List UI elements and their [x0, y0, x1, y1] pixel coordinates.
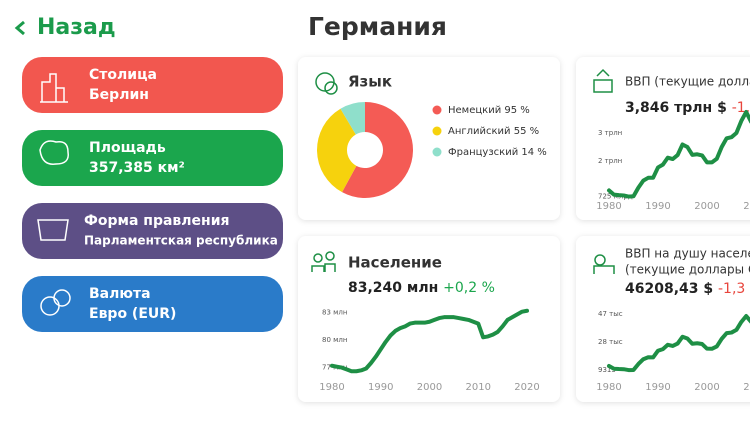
info-value: Евро (EUR): [89, 306, 176, 322]
x-tick-label: 2010: [743, 382, 750, 393]
back-arrow[interactable]: [14, 20, 25, 36]
info-value: 357,385 км²: [89, 160, 185, 176]
pie-slice: [340, 102, 365, 135]
legend-value: 14 %: [521, 147, 546, 158]
value: 83,240 млн: [348, 280, 438, 296]
x-tick-label: 1990: [645, 201, 670, 212]
legend-dot: [432, 105, 442, 115]
legend-label: Английский: [448, 126, 511, 137]
x-tick-label: 1990: [368, 382, 393, 393]
y-tick-label: 80 млн: [322, 336, 347, 344]
x-tick-label: 2000: [417, 382, 442, 393]
x-tick-label: 2010: [743, 201, 750, 212]
card-icons: [311, 68, 615, 274]
y-tick-label: 3 трлн: [598, 129, 622, 137]
back-button[interactable]: Назад: [37, 15, 116, 40]
info-label: Площадь: [89, 140, 166, 156]
card-title: ВВП (текущие долла: [625, 75, 750, 89]
legend-dot: [432, 147, 442, 157]
info-value: Берлин: [89, 87, 149, 103]
info-label: Столица: [89, 67, 157, 83]
page-title: Германия: [308, 12, 447, 41]
legend-value: 95 %: [504, 105, 529, 116]
card-title: Население: [348, 254, 442, 272]
x-tick-label: 1980: [596, 382, 621, 393]
pie-slice: [317, 108, 357, 193]
card-title: Язык: [348, 73, 392, 91]
value: 3,846 трлн $: [625, 100, 727, 116]
x-tick-label: 2000: [694, 201, 719, 212]
card-title: ВВП на душу населе: [625, 247, 750, 261]
card-value: 3,846 трлн $ -1,1: [625, 100, 750, 116]
x-tick-label: 1980: [319, 382, 344, 393]
legend-label: Французский: [448, 147, 518, 158]
info-label: Форма правления: [84, 213, 230, 229]
info-card[interactable]: [22, 57, 283, 113]
info-card[interactable]: [22, 130, 283, 186]
x-tick-label: 2010: [466, 382, 491, 393]
gdp-card: [576, 57, 750, 220]
line: [607, 110, 750, 199]
gdp-per-capita-card: [576, 236, 750, 402]
line: [607, 314, 750, 373]
x-tick-label: 2000: [694, 382, 719, 393]
x-tick-label: 1980: [596, 201, 621, 212]
info-card[interactable]: [22, 276, 283, 332]
change: +0,2 %: [443, 280, 495, 296]
y-tick-label: 2 трлн: [598, 157, 622, 165]
legend-label: Немецкий: [448, 105, 501, 116]
y-tick-label: 83 млн: [322, 309, 347, 317]
legend-dot: [432, 126, 442, 136]
change: -1,3: [718, 281, 745, 297]
pie-slice: [342, 102, 413, 198]
y-tick-label: 47 тыс: [598, 310, 623, 318]
info-card[interactable]: [22, 203, 283, 259]
population-card: [298, 236, 560, 402]
info-icons: [37, 73, 71, 316]
legend-entry: Английский 55 %: [448, 126, 539, 137]
legend-entry: Немецкий 95 %: [448, 105, 530, 116]
card-subtitle: (текущие доллары С: [625, 263, 750, 277]
card-value: 83,240 млн +0,2 %: [348, 280, 495, 296]
y-tick-label: 9313: [598, 366, 616, 374]
y-tick-label: 28 тыс: [598, 338, 623, 346]
card-value: 46208,43 $ -1,3: [625, 281, 745, 297]
value: 46208,43 $: [625, 281, 713, 297]
line: [330, 308, 529, 374]
legend-entry: Французский 14 %: [448, 147, 547, 158]
legend-value: 55 %: [514, 126, 539, 137]
x-tick-label: 1990: [645, 382, 670, 393]
info-label: Валюта: [89, 286, 151, 302]
x-tick-label: 2020: [514, 382, 539, 393]
info-value: Парламентская республика: [84, 234, 278, 248]
